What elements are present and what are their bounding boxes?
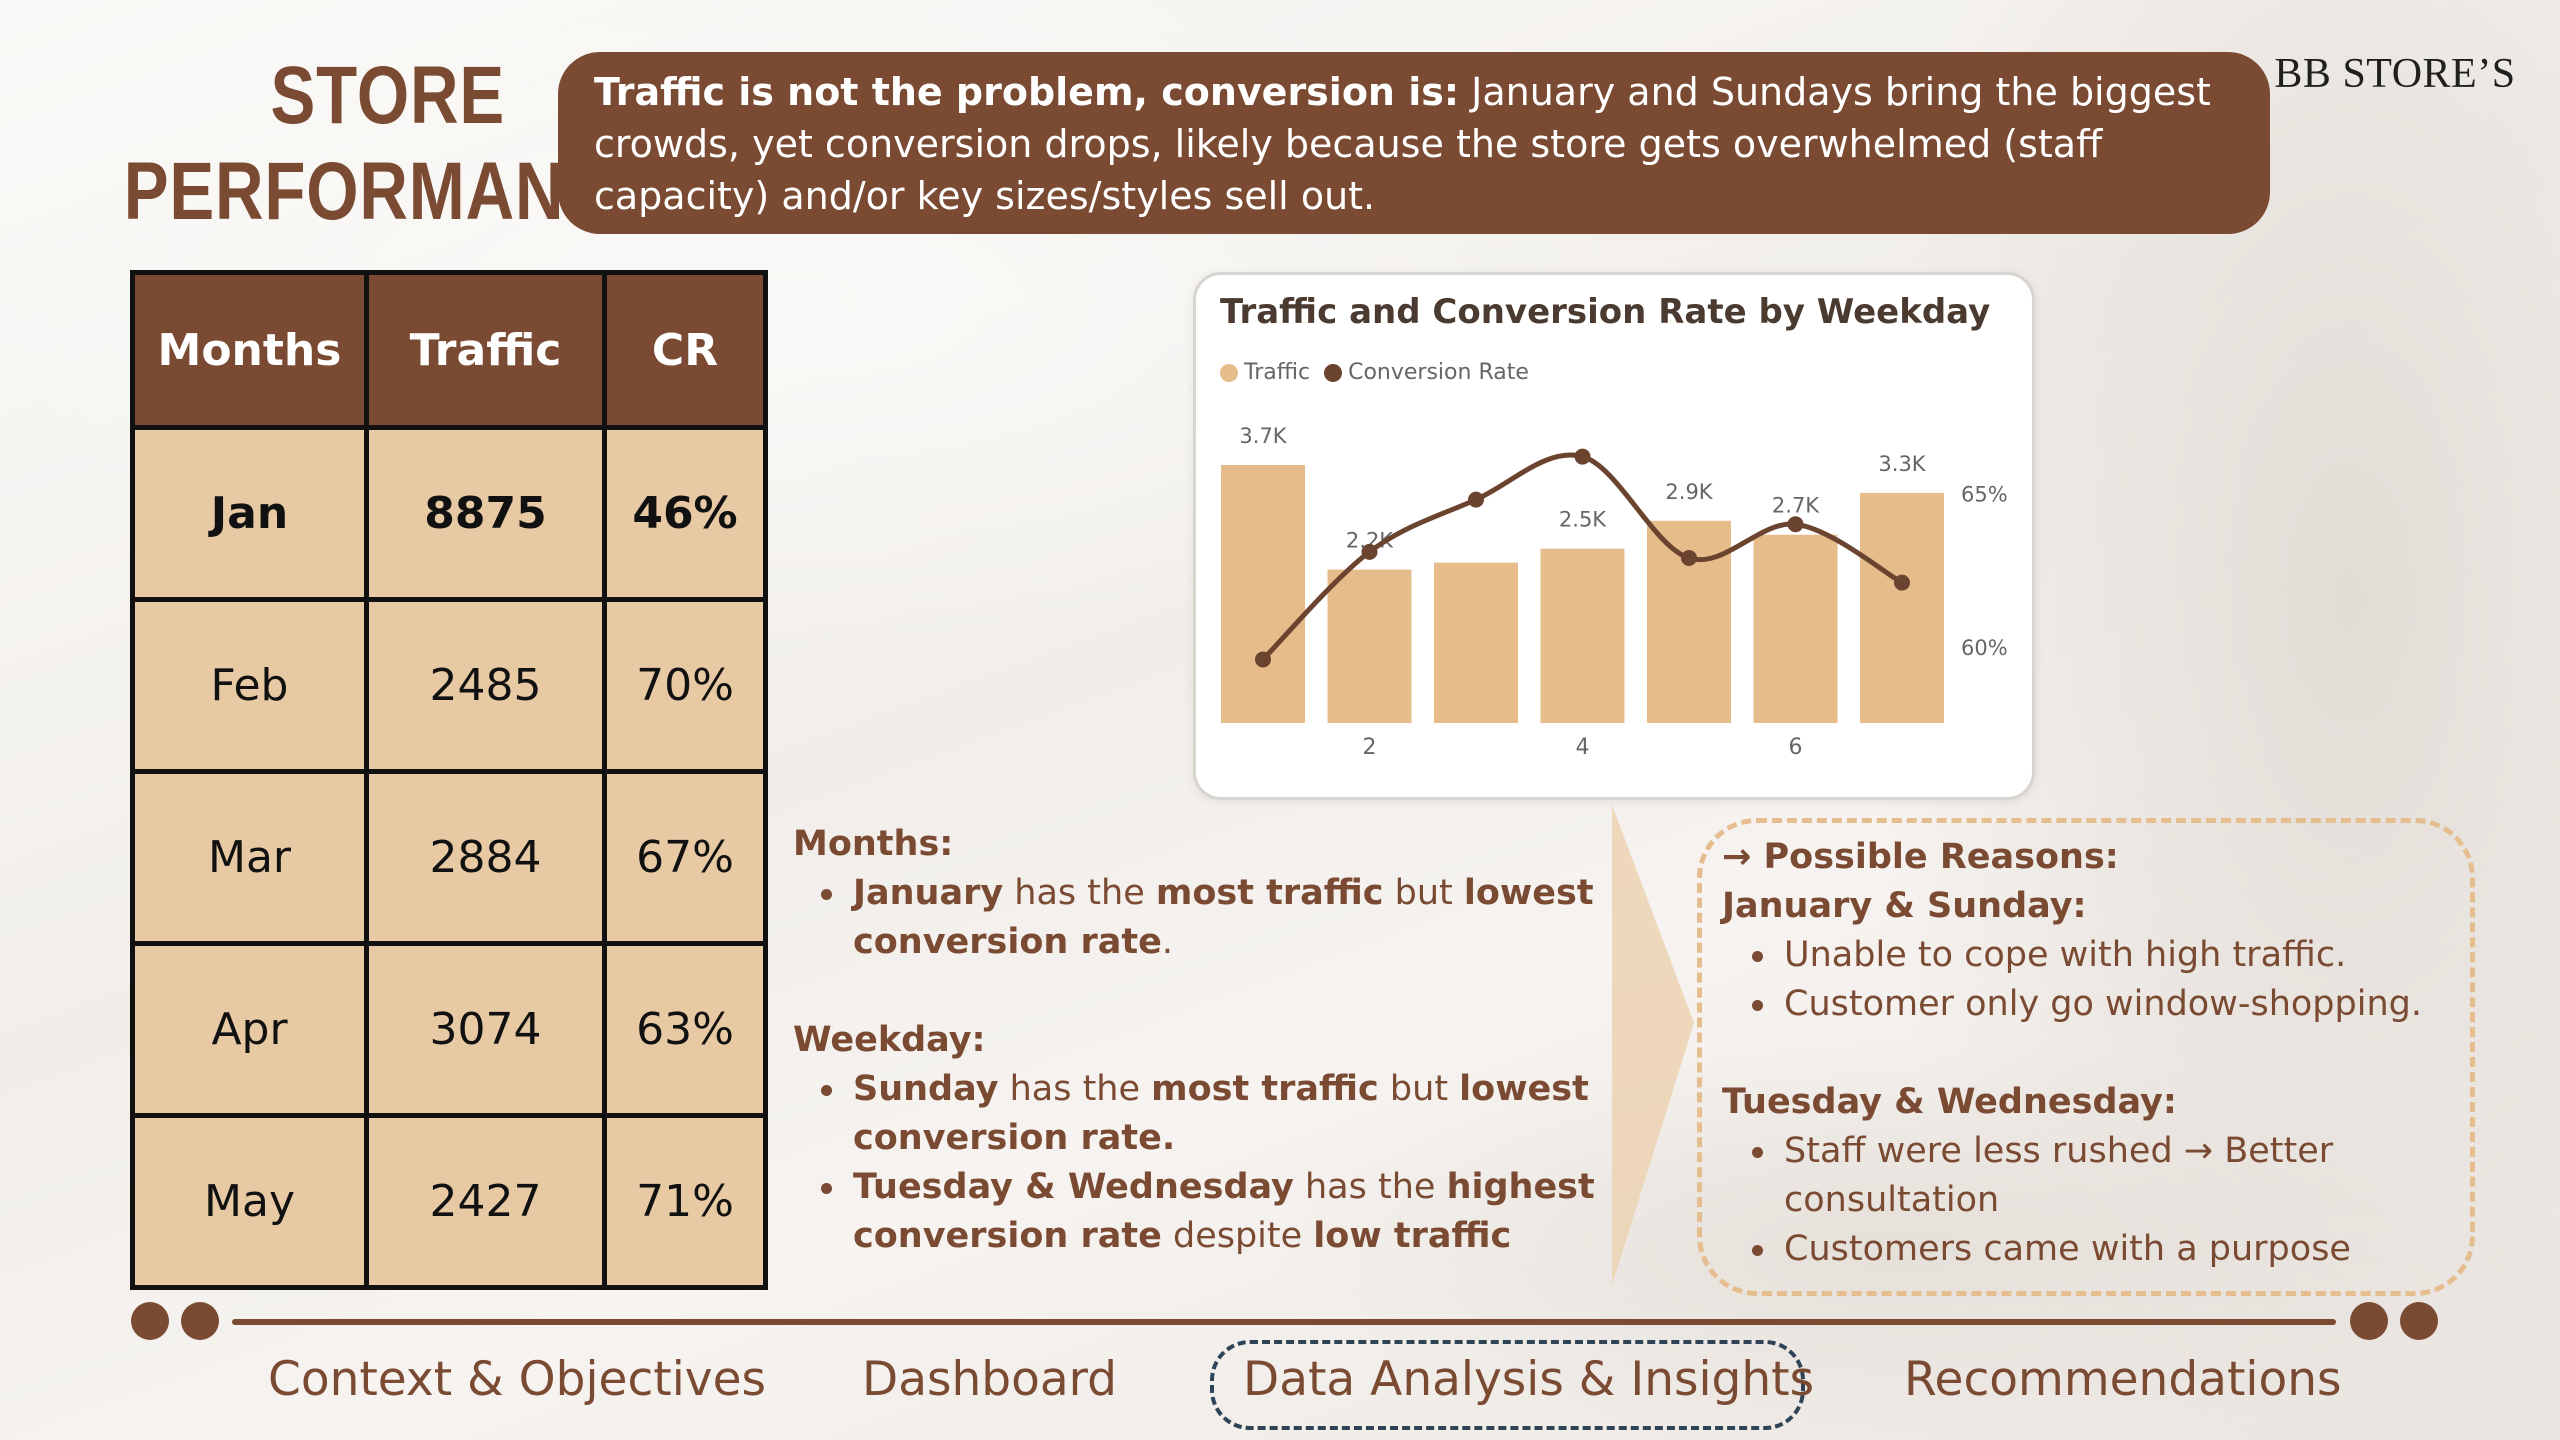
conversion-rate-point [1255, 651, 1271, 668]
reasons-group1-item: Unable to cope with high traffic. [1722, 931, 2482, 980]
table-row: Feb 2485 70% [130, 597, 768, 774]
chart-title: Traffic and Conversion Rate by Weekday [1220, 292, 1991, 332]
legend-traffic-label: Traffic [1244, 360, 1311, 385]
cell-traffic: 2884 [364, 769, 607, 946]
months-bullet: January has the most traffic but lowest … [793, 869, 1613, 967]
conversion-rate-point [1361, 543, 1378, 560]
cell-month: Mar [130, 769, 369, 946]
cell-traffic: 8875 [364, 425, 607, 602]
chart-legend: Traffic Conversion Rate [1220, 360, 1529, 385]
bar-traffic [1540, 548, 1625, 723]
banner-text: January and Sundays bring the biggest cr… [594, 70, 2211, 218]
weekday-bullet-1: Sunday has the most traffic but lowest c… [793, 1065, 1613, 1163]
nav-divider [232, 1319, 2336, 1325]
bar-traffic [1327, 569, 1412, 723]
cell-cr: 63% [602, 941, 768, 1118]
nav-active-indicator [1210, 1340, 1805, 1430]
right-axis-tick-label: 60% [1961, 636, 2008, 660]
nav-dashboard[interactable]: Dashboard [862, 1352, 1117, 1407]
monthly-performance-table: Months Traffic CR Jan 8875 46% Feb 2485 … [130, 270, 768, 1290]
bar-traffic [1860, 492, 1944, 723]
chevron-right-icon [1612, 805, 1694, 1285]
cell-month: Apr [130, 941, 369, 1118]
bar-traffic [1221, 465, 1305, 723]
brand-logo: BB STORE’S [2274, 51, 2516, 97]
reasons-group2-item: Customers came with a purpose [1722, 1225, 2482, 1274]
header-months: Months [130, 270, 369, 430]
cell-traffic: 3074 [364, 941, 607, 1118]
reasons-group2-title: Tuesday & Wednesday: [1722, 1082, 2177, 1122]
cell-traffic: 2485 [364, 597, 607, 774]
table-row: May 2427 71% [130, 1113, 768, 1290]
title-line-2: PERFORMANCE [123, 146, 660, 237]
reasons-group2-item: Staff were less rushed → Better consulta… [1722, 1127, 2482, 1225]
x-tick-label: 4 [1576, 735, 1590, 760]
header-cr: CR [602, 270, 768, 430]
reasons-group1-title: January & Sunday: [1722, 886, 2087, 926]
bar-data-label: 3.3K [1878, 452, 1926, 476]
right-axis-tick-label: 65% [1961, 482, 2008, 506]
nav-context-objectives[interactable]: Context & Objectives [268, 1352, 766, 1407]
nav-decoration-dot [131, 1302, 169, 1340]
conversion-rate-point [1468, 491, 1484, 508]
table-row: Mar 2884 67% [130, 769, 768, 946]
bar-data-label: 3.7K [1239, 424, 1287, 448]
legend-cr-label: Conversion Rate [1348, 360, 1529, 385]
table-row: Jan 8875 46% [130, 425, 768, 602]
banner-bold-text: Traffic is not the problem, conversion i… [594, 70, 1460, 114]
nav-recommendations[interactable]: Recommendations [1904, 1352, 2342, 1407]
bar-data-label: 2.5K [1559, 508, 1607, 532]
nav-data-analysis-insights[interactable]: Data Analysis & Insights [1243, 1352, 1815, 1407]
possible-reasons-box [1697, 818, 2475, 1296]
nav-decoration-dot [2400, 1302, 2438, 1340]
bar-traffic [1753, 534, 1838, 723]
conversion-rate-point [1787, 516, 1804, 533]
possible-reasons-text: → Possible Reasons: January & Sunday: Un… [1722, 833, 2482, 1274]
table-header-row: Months Traffic CR [130, 270, 768, 430]
nav-decoration-dot [181, 1302, 219, 1340]
cell-cr: 67% [602, 769, 768, 946]
cell-month: May [130, 1113, 369, 1290]
reasons-heading: → Possible Reasons: [1722, 837, 2119, 877]
weekday-bullet-2: Tuesday & Wednesday has the highest conv… [793, 1163, 1613, 1261]
x-tick-label: 6 [1789, 735, 1803, 760]
bar-data-label: 2.7K [1772, 494, 1820, 518]
months-heading: Months: [793, 824, 954, 864]
conversion-rate-point [1894, 574, 1910, 591]
legend-cr-swatch [1324, 363, 1343, 382]
cell-cr: 71% [602, 1113, 768, 1290]
conversion-rate-point [1681, 550, 1697, 567]
conversion-rate-point [1574, 448, 1591, 465]
traffic-conversion-chart: 3.7K2.2K2.5K2.9K2.7K3.3K2 4 665%60% [1221, 424, 2008, 760]
reasons-group1-item: Customer only go window-shopping. [1722, 980, 2482, 1029]
bar-traffic [1434, 562, 1518, 723]
cell-cr: 46% [602, 425, 768, 602]
nav-decoration-dot [2350, 1302, 2388, 1340]
title-line-1: STORE [270, 50, 505, 141]
cell-month: Feb [130, 597, 369, 774]
table-row: Apr 3074 63% [130, 941, 768, 1118]
key-insight-banner: Traffic is not the problem, conversion i… [558, 52, 2270, 234]
cell-month: Jan [130, 425, 369, 602]
cell-traffic: 2427 [364, 1113, 607, 1290]
weekday-heading: Weekday: [793, 1020, 986, 1060]
page-title: STORE PERFORMANCE [123, 48, 660, 240]
bar-data-label: 2.9K [1665, 480, 1713, 504]
x-tick-label: 2 [1363, 735, 1377, 760]
cell-cr: 70% [602, 597, 768, 774]
legend-traffic-swatch [1220, 363, 1238, 382]
header-traffic: Traffic [364, 270, 607, 430]
insights-panel: Months: January has the most traffic but… [793, 820, 1613, 1261]
